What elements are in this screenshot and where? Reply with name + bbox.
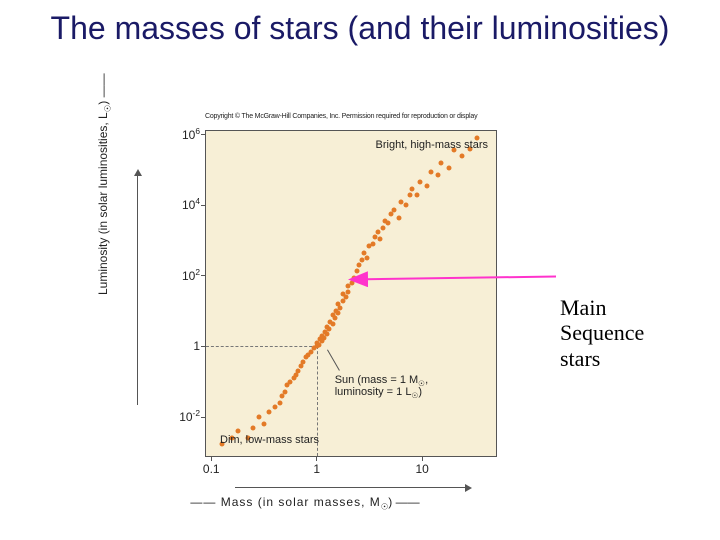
- annotation-arrow: [0, 0, 720, 540]
- annotation-line-3: stars: [560, 346, 600, 371]
- annotation-text: Main Sequence stars: [560, 295, 644, 371]
- slide: The masses of stars (and their luminosit…: [0, 0, 720, 540]
- annotation-line-2: Sequence: [560, 320, 644, 345]
- annotation-line-1: Main: [560, 295, 606, 320]
